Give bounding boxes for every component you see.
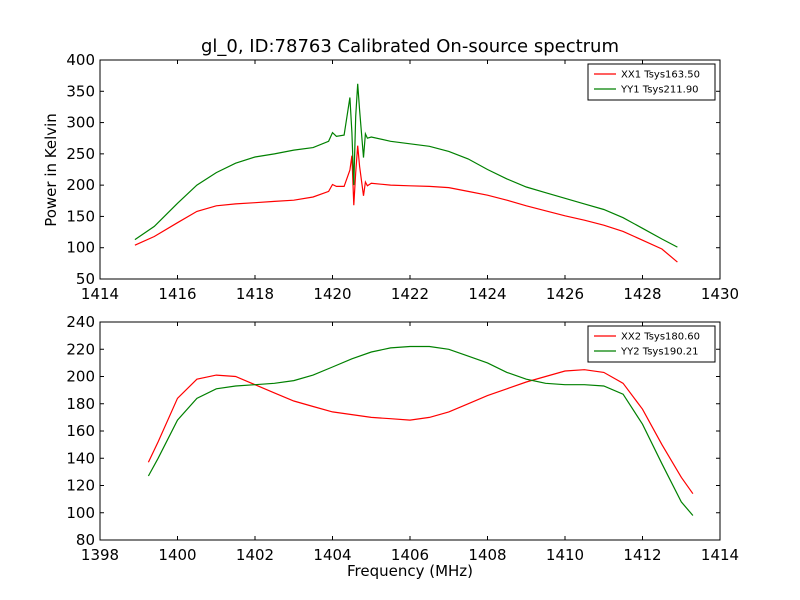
x-tick-label: 1406	[391, 546, 429, 564]
y-tick-label: 120	[66, 477, 95, 495]
series-line-yy2	[147, 345, 694, 516]
chart-title: gl_0, ID:78763 Calibrated On-source spec…	[201, 36, 619, 57]
x-tick-label: 1414	[81, 285, 119, 303]
x-tick-label: 1414	[701, 546, 739, 564]
y-tick-label: 160	[66, 422, 95, 440]
bottom-panel: 1398 1400 1402 1404 1406 1408 1410 1412 1414 80 10…	[66, 313, 739, 564]
y-tick-label: 100	[66, 504, 95, 522]
x-tick-label: 1422	[391, 285, 429, 303]
x-tick-label: 1408	[468, 546, 506, 564]
legend-box	[587, 63, 716, 101]
y-tick-label: 200	[66, 176, 95, 194]
x-tick-label: 1426	[546, 285, 584, 303]
y-tick-label: 200	[66, 368, 95, 386]
legend-entry: XX1 Tsys163.50	[621, 70, 700, 81]
x-tick-label: 1404	[313, 546, 351, 564]
y-tick-label: 80	[76, 531, 95, 549]
y-tick-label: 100	[66, 239, 95, 257]
legend-box	[587, 325, 716, 363]
x-tick-label: 1416	[158, 285, 196, 303]
legend-entry: XX2 Tsys180.60	[621, 332, 700, 343]
legend-entry: YY2 Tsys190.21	[620, 347, 699, 358]
legend-entry: YY1 Tsys211.90	[620, 85, 699, 96]
y-tick-label: 220	[66, 340, 95, 358]
x-tick-label: 1400	[158, 546, 196, 564]
x-tick-label: 1428	[623, 285, 661, 303]
x-tick-label: 1412	[623, 546, 661, 564]
y-tick-label: 350	[66, 82, 95, 100]
y-tick-label: 140	[66, 449, 95, 467]
x-tick-label: 1398	[81, 546, 119, 564]
x-tick-label: 1402	[236, 546, 274, 564]
y-tick-label: 50	[76, 270, 95, 288]
x-tick-label: 1420	[313, 285, 351, 303]
x-tick-label: 1430	[701, 285, 739, 303]
y-tick-label: 300	[66, 114, 95, 132]
y-tick-label: 150	[66, 207, 95, 225]
x-tick-label: 1418	[236, 285, 274, 303]
legend: XX2 Tsys180.60 YY2 Tsys190.21	[587, 325, 716, 363]
series-line-yy1	[134, 83, 678, 248]
legend: XX1 Tsys163.50 YY1 Tsys211.90	[587, 63, 716, 101]
x-axis-label-bottom: Frequency (MHz)	[347, 562, 473, 580]
y-tick-label: 400	[66, 51, 95, 69]
series-line-xx1	[134, 145, 678, 263]
y-tick-label: 180	[66, 395, 95, 413]
series-line-xx2	[147, 369, 694, 495]
y-axis-label-top: Power in Kelvin	[42, 113, 60, 227]
x-tick-label: 1424	[468, 285, 506, 303]
y-tick-label: 250	[66, 145, 95, 163]
y-tick-label: 240	[66, 313, 95, 331]
x-tick-label: 1410	[546, 546, 584, 564]
top-panel: 1414 1416 1418 1420 1422 1424 1426 1428 1430 50 10…	[66, 51, 739, 303]
